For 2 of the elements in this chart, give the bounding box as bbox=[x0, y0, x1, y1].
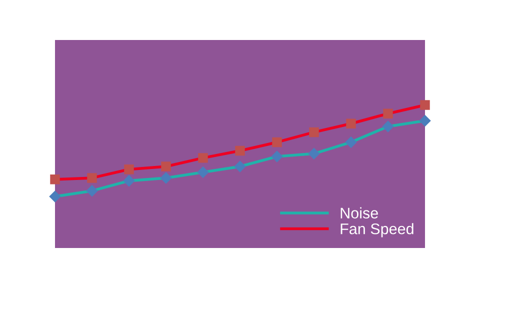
legend-label: Noise bbox=[340, 207, 378, 219]
legend-label: Fan Speed bbox=[340, 223, 414, 238]
